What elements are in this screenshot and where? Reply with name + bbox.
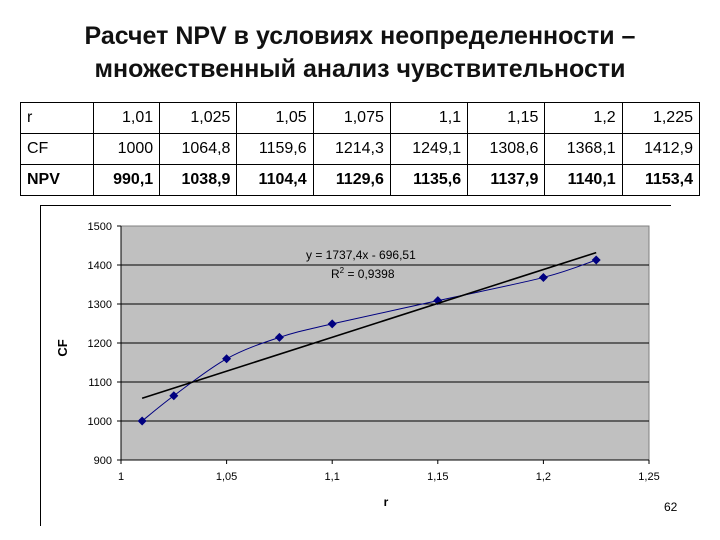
table-cell: 1,225	[621, 102, 701, 134]
table-cell: 1140,1	[544, 164, 623, 196]
x-tick-label: 1,25	[638, 471, 659, 483]
r-squared-symbol: R	[331, 267, 340, 281]
y-tick-label: 900	[94, 455, 112, 467]
table-cell: 1104,4	[236, 164, 314, 196]
table-row-r: r 1,01 1,025 1,05 1,075 1,1 1,15 1,2 1,2…	[20, 102, 701, 134]
slide-title: Расчет NPV в условиях неопределенности –…	[0, 20, 720, 86]
table-cell: 1214,3	[312, 133, 391, 165]
trendline-group	[141, 251, 597, 400]
row-label: CF	[20, 133, 94, 165]
table-cell: 1064,8	[159, 133, 238, 165]
table-cell: 1412,9	[621, 133, 701, 165]
data-point-marker	[591, 255, 601, 265]
table-cell: 1137,9	[467, 164, 546, 196]
table-cell: 1135,6	[389, 164, 469, 196]
x-tick-label: 1,05	[216, 471, 237, 483]
data-point-marker	[274, 332, 284, 342]
title-line-1: Расчет NPV в условиях неопределенности –	[84, 22, 636, 50]
table-cell: 1368,1	[544, 133, 623, 165]
table-cell: 1308,6	[467, 133, 546, 165]
table-cell: 1038,9	[159, 164, 238, 196]
x-tick-label: 1	[118, 471, 124, 483]
table-cell: 1,025	[159, 102, 238, 134]
gridlines	[121, 264, 649, 422]
table-cell: 1,075	[312, 102, 391, 134]
table-cell: 1000	[92, 133, 161, 165]
y-tick-label: 1400	[88, 260, 112, 272]
data-point-marker	[327, 319, 337, 329]
table-cell: 990,1	[92, 164, 161, 196]
data-point-marker	[538, 272, 548, 282]
r-squared-superscript: 2	[340, 266, 345, 275]
table-cell: 1,2	[544, 102, 623, 134]
y-tick-label: 1300	[88, 299, 112, 311]
trendline-equation: y = 1737,4x - 696,51	[306, 248, 416, 262]
trendline	[141, 251, 597, 400]
y-tick-label: 1500	[88, 221, 112, 233]
data-point-marker	[169, 391, 179, 401]
y-tick-label: 1100	[88, 377, 112, 389]
data-series	[137, 255, 601, 426]
data-point-marker	[222, 354, 232, 364]
r-squared-label: R2 = 0,9398	[331, 266, 395, 281]
table-cell: 1129,6	[312, 164, 391, 196]
table-cell: 1153,4	[621, 164, 701, 196]
x-axis-title: r	[384, 495, 389, 509]
table-cell: 1,15	[467, 102, 546, 134]
page-number: 62	[664, 500, 678, 514]
table-cell: 1,05	[236, 102, 314, 134]
x-tick-label: 1,15	[427, 471, 448, 483]
y-axis-title: CF	[55, 339, 70, 356]
y-tick-label: 1200	[88, 338, 112, 350]
row-label: r	[20, 102, 94, 134]
x-tick-label: 1,2	[536, 471, 551, 483]
table-cell: 1249,1	[389, 133, 469, 165]
table-row-npv: NPV 990,1 1038,9 1104,4 1129,6 1135,6 11…	[20, 164, 701, 196]
chart-frame: 900 1000 1100 1200 1300 1400 1500 1 1,05 1,1 1,15 1…	[40, 205, 671, 526]
row-label: NPV	[20, 164, 94, 196]
title-line-2: множественный анализ чувствительности	[94, 55, 626, 83]
x-tick-label: 1,1	[325, 471, 340, 483]
cf-vs-r-chart: 900 1000 1100 1200 1300 1400 1500 1 1,05 1,1 1,15 1…	[55, 221, 660, 509]
sensitivity-table: r 1,01 1,025 1,05 1,075 1,1 1,15 1,2 1,2…	[20, 102, 701, 196]
y-tick-label: 1000	[88, 416, 112, 428]
table-cell: 1,1	[389, 102, 469, 134]
table-row-cf: CF 1000 1064,8 1159,6 1214,3 1249,1 1308…	[20, 133, 701, 165]
table-cell: 1,01	[92, 102, 161, 134]
series-line	[141, 259, 597, 422]
axes: 900 1000 1100 1200 1300 1400 1500 1 1,05 1,1 1,15 1…	[88, 221, 660, 483]
data-point-marker	[137, 416, 147, 426]
table-cell: 1159,6	[236, 133, 314, 165]
r-squared-value: = 0,9398	[344, 267, 395, 281]
